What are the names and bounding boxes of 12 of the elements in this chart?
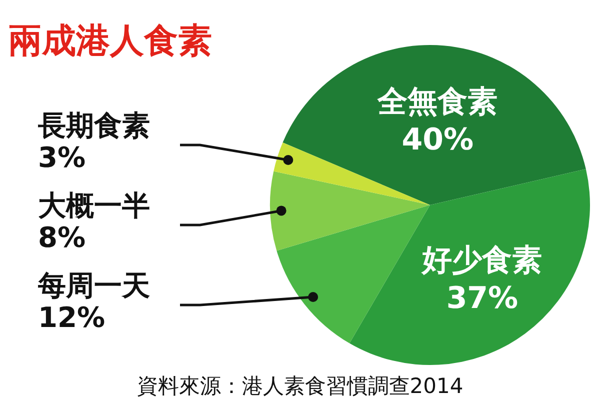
slice-label: 每周一天 xyxy=(37,269,150,302)
data-label: 37% xyxy=(446,280,518,316)
data-label: 3% xyxy=(38,141,86,174)
data-label: 40% xyxy=(402,122,474,158)
source-note: 資料來源：港人素食習慣調查2014 xyxy=(136,374,464,398)
slice-label: 好少食素 xyxy=(421,242,542,278)
data-label: 12% xyxy=(38,301,106,334)
slice-label: 長期食素 xyxy=(37,109,150,142)
data-label: 8% xyxy=(38,221,86,254)
slice-label: 全無食素 xyxy=(376,84,498,120)
slice-label: 大概一半 xyxy=(38,189,150,222)
chart-title: 兩成港人食素 xyxy=(8,21,212,61)
